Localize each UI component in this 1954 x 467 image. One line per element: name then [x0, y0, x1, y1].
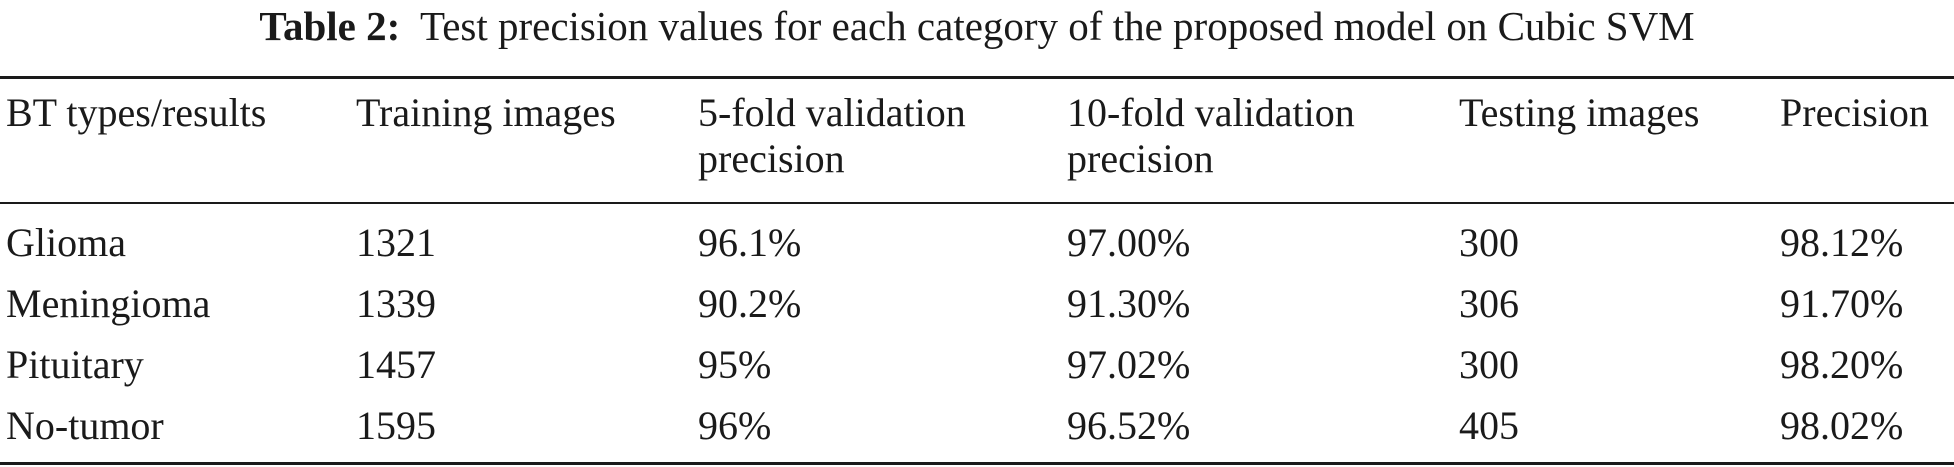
header-line: 10-fold validation [1067, 90, 1355, 135]
table-cell: 1457 [356, 342, 436, 387]
header-testing-images: Testing images [1459, 90, 1700, 136]
table-cell: 90.2% [698, 281, 802, 326]
header-line: precision [698, 136, 845, 181]
table-cell: 1595 [356, 403, 436, 448]
caption-label: Table 2: [259, 3, 401, 49]
top-rule [0, 76, 1954, 79]
bottom-rule [0, 462, 1954, 465]
header-line: precision [1067, 136, 1214, 181]
table-cell: No-tumor [6, 403, 164, 448]
table-cell: 1339 [356, 281, 436, 326]
header-line: 5-fold validation [698, 90, 966, 135]
header-line: Training images [356, 90, 616, 135]
table-cell: 306 [1459, 281, 1519, 326]
table-cell: 300 [1459, 220, 1519, 265]
header-precision: Precision [1780, 90, 1929, 136]
table-cell: 97.00% [1067, 220, 1191, 265]
caption-text: Test precision values for each category … [420, 3, 1695, 49]
header-training-images: Training images [356, 90, 616, 136]
table-cell: 91.30% [1067, 281, 1191, 326]
table-cell: 98.20% [1780, 342, 1904, 387]
table-cell: Pituitary [6, 342, 144, 387]
table-cell: 96% [698, 403, 772, 448]
header-rule [0, 202, 1954, 204]
table-cell: 98.12% [1780, 220, 1904, 265]
table-cell: 97.02% [1067, 342, 1191, 387]
table-cell: Meningioma [6, 281, 211, 326]
header-line: BT types/results [6, 90, 267, 135]
header-5-fold-precision: 5-fold validation precision [698, 90, 966, 182]
header-bt-types: BT types/results [6, 90, 266, 136]
table-cell: 98.02% [1780, 403, 1904, 448]
table-cell: 96.1% [698, 220, 802, 265]
table-cell: 405 [1459, 403, 1519, 448]
table-cell: 96.52% [1067, 403, 1191, 448]
table-caption: Table 2: Test precision values for each … [0, 2, 1954, 50]
table-cell: 95% [698, 342, 772, 387]
table-cell: 1321 [356, 220, 436, 265]
table-cell: Glioma [6, 220, 126, 265]
header-line: Precision [1780, 90, 1929, 135]
header-line: Testing images [1459, 90, 1700, 135]
table-cell: 91.70% [1780, 281, 1904, 326]
table-cell: 300 [1459, 342, 1519, 387]
header-10-fold-precision: 10-fold validation precision [1067, 90, 1355, 182]
